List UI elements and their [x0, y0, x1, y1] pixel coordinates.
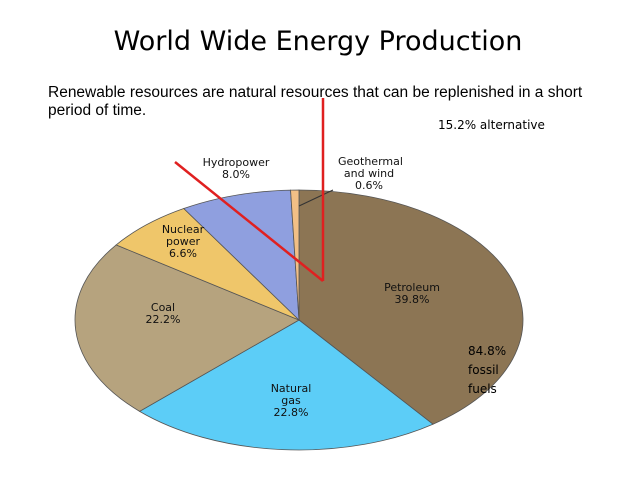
- annotation: 84.8% fossil fuels: [468, 344, 507, 396]
- subtitle-box: Renewable resources are natural resource…: [48, 84, 583, 119]
- pie: [74, 189, 524, 451]
- annotation-box: 84.8% fossil fuels: [468, 344, 507, 396]
- slice-label: Geothermal and wind 0.6%: [338, 156, 403, 192]
- red-line: [174, 161, 324, 282]
- pie-slice: [298, 189, 524, 425]
- value-label: 22.2%: [145, 313, 181, 326]
- pie-slice: [183, 189, 300, 322]
- slice-label: Nuclear power 6.6%: [152, 224, 214, 260]
- value-label: 22.8%: [273, 406, 309, 419]
- pie-slice: [290, 189, 300, 321]
- category-label: Natural gas: [270, 383, 312, 407]
- slice-label: Petroleum 39.8%: [381, 282, 443, 306]
- pie-slice: [138, 319, 434, 451]
- slice-label: Coal 22.2%: [132, 302, 194, 326]
- value-label: 39.8%: [394, 293, 430, 306]
- title: World Wide Energy Production: [114, 26, 523, 57]
- value-label: 0.6%: [355, 179, 383, 192]
- category-label: Petroleum: [384, 282, 440, 294]
- slice-label: Natural gas 22.8%: [260, 383, 322, 419]
- slice-label: Hydropower 8.0%: [196, 157, 276, 181]
- category-label: Hydropower: [202, 157, 270, 169]
- pie-slice: [74, 244, 300, 412]
- value-label: 6.6%: [169, 247, 197, 260]
- category-label: Geothermal and wind: [338, 156, 403, 180]
- subtitle: Renewable resources are natural resource…: [48, 84, 583, 119]
- annotation-box: 15.2% alternative: [438, 118, 545, 132]
- leader-line: [298, 189, 334, 207]
- value-label: 8.0%: [222, 168, 250, 181]
- category-label: Coal: [150, 302, 176, 314]
- category-label: Nuclear power: [161, 224, 205, 248]
- annotation: 15.2% alternative: [438, 118, 545, 132]
